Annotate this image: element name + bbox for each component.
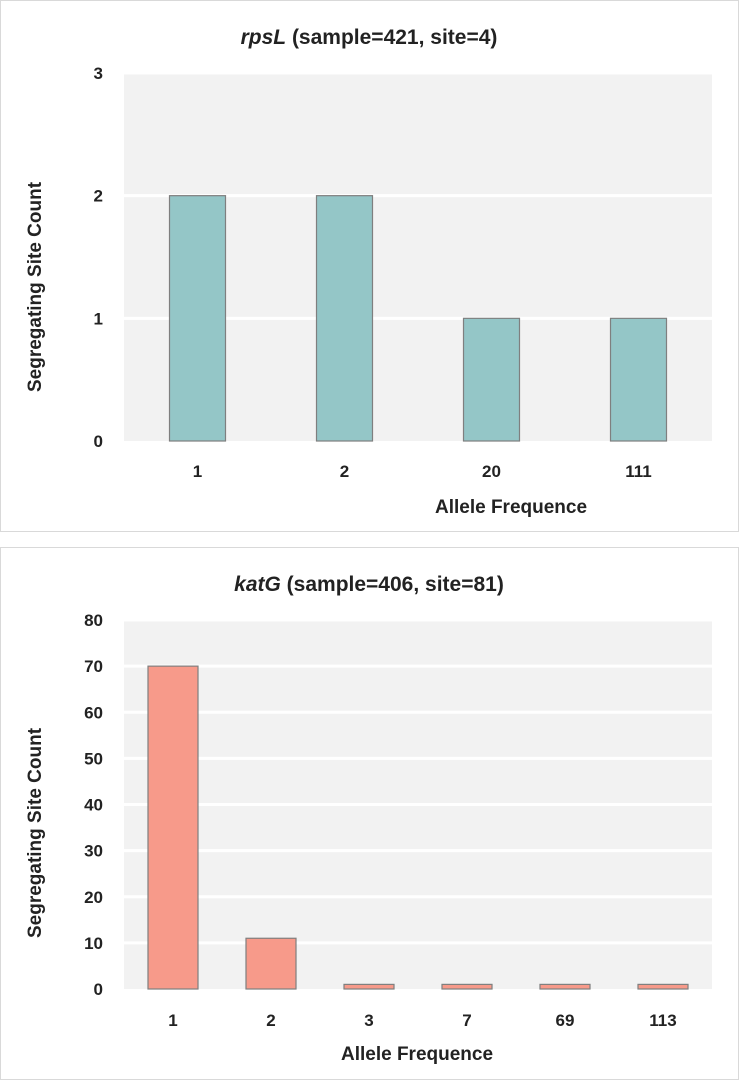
y-tick-label: 3: [94, 64, 103, 83]
x-tick-label: 7: [462, 1011, 471, 1030]
y-axis-label: Segregating Site Count: [25, 181, 46, 392]
bar: [539, 983, 591, 990]
chart-rpsl: rpsL (sample=421, site=4) Allele Frequen…: [25, 26, 712, 518]
y-tick-label: 0: [94, 980, 103, 999]
chart-panel-rpsl: rpsL (sample=421, site=4) Allele Frequen…: [0, 0, 739, 532]
chart-katg: katG (sample=406, site=81) Allele Freque…: [25, 573, 712, 1065]
x-tick-label: 111: [625, 462, 652, 481]
chart-panel-katg: katG (sample=406, site=81) Allele Freque…: [0, 547, 739, 1080]
chart-title: rpsL (sample=421, site=4): [241, 26, 498, 49]
bar: [168, 195, 227, 442]
y-tick-label: 10: [84, 934, 103, 953]
y-tick-label: 0: [94, 432, 103, 451]
x-tick-label: 1: [168, 1011, 177, 1030]
x-tick-label: 20: [482, 462, 501, 481]
y-axis-label: Segregating Site Count: [25, 727, 46, 938]
y-tick-label: 80: [84, 611, 103, 630]
chart-title-rest: (sample=421, site=4): [286, 26, 497, 49]
chart-title-gene: rpsL: [241, 26, 287, 49]
x-tick-label: 2: [266, 1011, 275, 1030]
y-tick-label: 60: [84, 703, 103, 722]
bar: [315, 195, 374, 442]
y-tick-label: 30: [84, 842, 103, 861]
y-tick-label: 20: [84, 888, 103, 907]
y-tick-label: 50: [84, 749, 103, 768]
bar: [343, 983, 395, 990]
x-tick-label: 113: [649, 1011, 676, 1030]
y-tick-label: 2: [94, 187, 103, 206]
y-tick-label: 70: [84, 657, 103, 676]
bar: [147, 665, 199, 990]
x-tick-label: 3: [364, 1011, 373, 1030]
x-tick-label: 69: [556, 1011, 575, 1030]
bar: [637, 983, 689, 990]
x-tick-label: 1: [193, 462, 202, 481]
chart-title-rest: (sample=406, site=81): [281, 573, 504, 596]
bar: [441, 983, 493, 990]
y-tick-label: 1: [94, 309, 103, 328]
bar: [245, 937, 297, 990]
y-tick-label: 40: [84, 796, 103, 815]
x-axis-label: Allele Frequence: [341, 1044, 493, 1065]
chart-title-gene: katG: [234, 573, 281, 596]
x-axis-label: Allele Frequence: [435, 497, 587, 518]
chart-title: katG (sample=406, site=81): [234, 573, 504, 596]
bar: [609, 317, 668, 442]
bar: [462, 317, 521, 442]
x-tick-label: 2: [340, 462, 349, 481]
